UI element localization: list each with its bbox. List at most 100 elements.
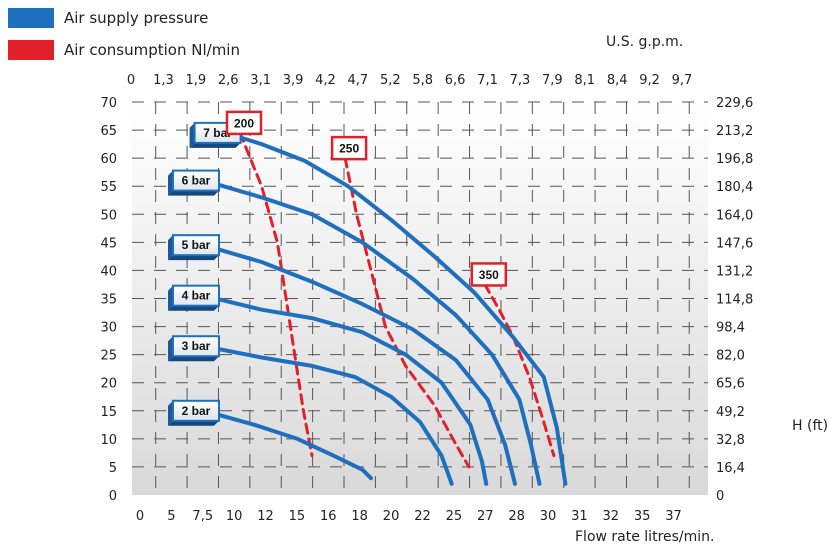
y-tick-label: 20 (100, 377, 117, 392)
x2-tick-label: 8,4 (607, 73, 628, 88)
y-tick-label: 30 (100, 321, 117, 336)
y2-tick-label: 213,2 (716, 124, 753, 139)
consumption-label-box (330, 135, 368, 161)
series-labels: 7 bar 6 bar 5 bar 4 bar 3 bar 2 bar 200 250 350 (168, 110, 508, 426)
x2-tick-label: 1,3 (153, 73, 174, 88)
bottom-axis-title: Flow rate litres/min. (575, 529, 715, 545)
consumption-label-box (470, 262, 508, 287)
x-tick-label: 15 (289, 509, 306, 524)
x2-tick-label: 3,1 (250, 73, 271, 88)
x2-tick-label: 6,6 (445, 73, 466, 88)
pressure-label-text: 7 bar (203, 126, 232, 140)
x-tick-label: 16 (320, 509, 337, 524)
pressure-label-side (189, 122, 195, 148)
x-tick-label: 28 (508, 509, 525, 524)
consumption-line-200 (238, 131, 314, 458)
y-tick-label: 40 (100, 264, 117, 279)
pressure-label-shadow (168, 420, 219, 426)
x-tick-label: 31 (571, 509, 588, 524)
left-ticks: 0 5 10 15 20 25 30 35 40 45 50 55 60 65 70 (100, 96, 117, 504)
x-tick-label: 7,5 (192, 509, 213, 524)
pressure-label-shadow (168, 255, 219, 261)
y2-tick-label: 147,6 (716, 236, 753, 251)
right-axis-title: H (ft) (792, 418, 828, 434)
y-tick-label: 10 (100, 433, 117, 448)
consumption-label-text: 200 (234, 116, 254, 130)
pressure-label-box (172, 335, 220, 358)
y-tick-label: 70 (100, 96, 117, 111)
x2-tick-label: 5,2 (380, 73, 401, 88)
x-tick-label: 37 (665, 509, 682, 524)
right-ticks: 0 16,4 32,8 49,2 65,6 82,0 98,4 114,8 131,2 147,6… (716, 96, 753, 504)
pressure-line-5-bar (202, 243, 517, 486)
pressure-label-side (168, 400, 173, 426)
y-tick-label: 60 (100, 152, 117, 167)
y-tick-label: 50 (100, 208, 117, 223)
bottom-ticks: 0 5 7,5 10 12 15 16 18 20 22 25 27 28 30 31 32 35 37 (136, 509, 682, 524)
pressure-label-shadow (168, 305, 219, 311)
consumption-label-box (225, 110, 263, 136)
y2-tick-label: 0 (716, 489, 724, 504)
y2-tick-label: 114,8 (716, 293, 753, 308)
consumption-line-350 (483, 283, 556, 458)
y2-tick-label: 49,2 (716, 405, 745, 420)
y2-tick-label: 180,4 (716, 180, 753, 195)
pressure-label-box (172, 234, 220, 257)
pressure-label-side (168, 235, 173, 261)
top-ticks: 0 1,3 1,9 2,6 3,1 3,9 4,2 4,7 5,2 5,8 6,6 7,1 7,3 7,9… (127, 73, 692, 88)
x2-tick-label: 1,9 (185, 73, 206, 88)
x-tick-label: 12 (257, 509, 274, 524)
y2-tick-label: 131,2 (716, 264, 753, 279)
pressure-lines (202, 130, 568, 486)
pressure-label-text: 5 bar (182, 238, 211, 252)
pressure-label-text: 2 bar (182, 404, 211, 418)
x2-tick-label: 4,2 (315, 73, 336, 88)
pressure-label-shadow (168, 190, 219, 196)
x-tick-label: 22 (414, 509, 431, 524)
pressure-label-text: 6 bar (182, 174, 211, 188)
x-tick-label: 25 (446, 509, 463, 524)
x2-tick-label: 2,6 (218, 73, 239, 88)
pressure-line-3-bar (202, 344, 454, 486)
x2-tick-label: 7,3 (510, 73, 531, 88)
y-tick-label: 65 (100, 124, 117, 139)
x-tick-label: 27 (477, 509, 494, 524)
x2-tick-label: 7,9 (542, 73, 563, 88)
consumption-label-text: 350 (479, 268, 499, 282)
x-tick-label: 35 (634, 509, 651, 524)
legend-label-air-supply-pressure: Air supply pressure (64, 9, 208, 27)
y2-tick-label: 164,0 (716, 208, 753, 223)
consumption-lines (238, 131, 556, 469)
x2-tick-label: 4,7 (348, 73, 369, 88)
y-tick-label: 15 (100, 405, 117, 420)
x-tick-label: 5 (167, 509, 175, 524)
x-tick-label: 0 (136, 509, 144, 524)
y-tick-label: 0 (109, 489, 117, 504)
pressure-label-box (172, 399, 220, 422)
y-tick-label: 55 (100, 180, 117, 195)
x2-tick-label: 9,7 (672, 73, 693, 88)
y-tick-label: 5 (109, 461, 117, 476)
pressure-line-4-bar (202, 293, 489, 486)
consumption-line-250 (343, 156, 471, 469)
pressure-label-side (168, 170, 173, 196)
y2-tick-label: 16,4 (716, 461, 745, 476)
y2-tick-label: 32,8 (716, 433, 745, 448)
pressure-line-6-bar (202, 178, 542, 486)
x-tick-label: 30 (540, 509, 557, 524)
pressure-label-box (172, 284, 220, 307)
pressure-label-shadow (168, 356, 219, 362)
x2-tick-label: 0 (127, 73, 135, 88)
pressure-label-side (168, 336, 173, 362)
y2-tick-label: 229,6 (716, 96, 753, 111)
y2-tick-label: 65,6 (716, 377, 745, 392)
x-tick-label: 18 (351, 509, 368, 524)
legend-label-air-consumption: Air consumption Nl/min (64, 41, 240, 59)
x2-tick-label: 3,9 (283, 73, 304, 88)
y2-tick-label: 98,4 (716, 321, 745, 336)
x2-tick-label: 9,2 (639, 73, 660, 88)
x-tick-label: 32 (602, 509, 619, 524)
x-tick-label: 10 (226, 509, 243, 524)
y-tick-label: 25 (100, 349, 117, 364)
